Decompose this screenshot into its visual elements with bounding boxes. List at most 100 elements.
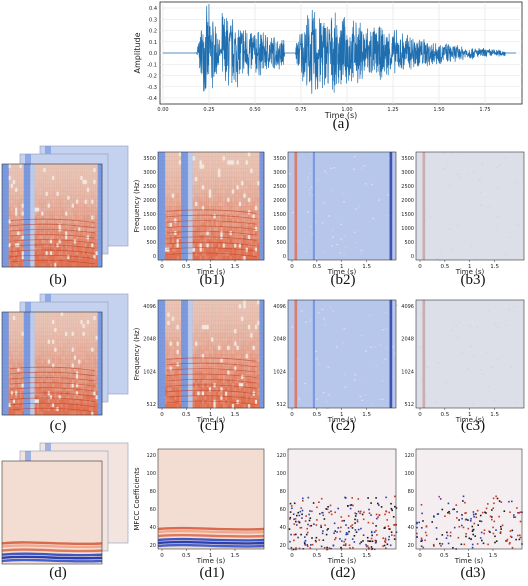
c1-cell — [208, 304, 212, 309]
stack-c-layer2-cell — [45, 383, 48, 388]
stack-c-layer2-cell — [36, 399, 40, 404]
b1-cell — [208, 210, 212, 215]
waveform-ytick: -0.4 — [147, 96, 157, 102]
stack-c-layer2-cell — [49, 399, 53, 404]
stack-b-layer2-cell — [41, 255, 44, 260]
stack-b-layer2-cell — [52, 231, 55, 236]
stack-b-layer2-cell — [47, 167, 51, 173]
c1-cell — [220, 341, 223, 346]
c1-cell — [224, 378, 228, 384]
stack-b-layer2-cell — [78, 211, 81, 216]
stack-b-layer2-cell — [58, 183, 61, 189]
c1-cell — [213, 341, 216, 346]
stack-c-layer2-cell — [99, 367, 103, 372]
b2-speckle — [330, 245, 333, 247]
b1-cell — [227, 222, 230, 228]
stack-c-layer2-cell — [2, 351, 5, 356]
stack-b-layer2-cell — [47, 171, 51, 177]
stack-c-layer2-cell — [30, 367, 33, 372]
stack-b-layer2-cell — [47, 263, 51, 268]
stack-c-layer2-cell — [97, 407, 101, 412]
b1-cell — [171, 181, 175, 186]
stack-c-layer2-cell — [34, 327, 38, 333]
c1-cell — [185, 329, 189, 334]
c1-cell — [250, 300, 253, 305]
c1-cell — [164, 324, 168, 330]
b1-cell — [162, 168, 166, 174]
stack-c-layer2-cell — [78, 323, 81, 329]
stack-c-layer2-cell — [28, 359, 31, 364]
stack-b-layer2-cell — [49, 239, 53, 244]
stack-b-layer2-cell — [6, 187, 9, 193]
stack-b-layer2-cell — [58, 215, 61, 220]
stack-c-layer2-cell — [58, 395, 61, 400]
stack-c-layer2-cell — [8, 355, 11, 360]
b1-cell — [164, 226, 168, 232]
b1-cell — [164, 152, 168, 157]
c1-cell — [252, 304, 256, 309]
stack-c-layer2-cell — [52, 359, 55, 364]
c1-cell — [208, 358, 212, 363]
b2-speckle — [331, 229, 334, 231]
b1-cell — [190, 206, 193, 211]
b1-cell — [190, 251, 193, 257]
b3-speckle — [479, 192, 482, 194]
stack-b-layer2-cell — [60, 164, 64, 169]
c1-cell — [178, 354, 182, 359]
stack-c-layer2-cell — [93, 367, 96, 372]
stack-b-layer2-cell — [67, 247, 70, 252]
stack-b-layer2-cell — [17, 227, 20, 232]
c1-cell — [206, 370, 209, 376]
stack-c-layer2-cell — [28, 407, 31, 412]
c1-image — [157, 299, 265, 409]
stack-b-layer2-cell — [38, 255, 42, 260]
c1-cell — [229, 395, 233, 400]
b1-cell — [167, 156, 170, 161]
stack-c-layer2-cell — [67, 331, 70, 337]
c1-cell — [162, 366, 166, 371]
b1-cell — [243, 214, 246, 219]
b1-cell — [259, 206, 262, 211]
stack-c-layer2-cell — [62, 351, 66, 356]
b1-cell — [206, 235, 209, 240]
stack-c-layer2-cell — [88, 411, 92, 416]
b1-cell — [215, 201, 219, 207]
stack-b-layer2-cell — [49, 199, 53, 204]
stack-b-layer2-cell — [17, 164, 20, 169]
c1-cell — [220, 354, 223, 359]
stack-c-layer2-cell — [91, 371, 94, 376]
c1-cell — [217, 337, 221, 342]
stack-c-layer2-cell — [58, 411, 61, 416]
c1-cell — [171, 358, 175, 363]
c1-cell — [206, 308, 209, 313]
b3-speckle — [496, 216, 499, 218]
stack-c-layer2-cell — [34, 315, 38, 321]
stack-c-layer2-cell — [34, 395, 38, 400]
stack-c-layer2-cell — [97, 319, 101, 325]
c1-cell — [252, 395, 256, 400]
stack-c-layer2-cell — [30, 312, 33, 317]
stack-b-layer2-cell — [38, 171, 42, 177]
b1-cell — [201, 243, 205, 248]
b1-cell — [252, 164, 256, 169]
stack-b-layer2-cell — [19, 211, 22, 216]
stack-c-layer2-cell — [28, 331, 31, 337]
c1-cell — [234, 391, 237, 396]
b2-speckle — [360, 249, 363, 252]
stack-b-layer2-cell — [25, 179, 29, 185]
c1-cell — [199, 354, 203, 359]
c1-cell — [227, 366, 230, 371]
b1-cell — [261, 193, 265, 198]
c1-cell — [208, 378, 212, 384]
b1-cell — [224, 201, 228, 207]
stack-b-layer2-cell — [58, 247, 61, 252]
stack-b-layer2-cell — [43, 203, 46, 208]
stack-b-layer2-cell — [54, 259, 57, 264]
stack-b-layer2-cell — [65, 195, 68, 200]
stack-c-layer2-cell — [95, 312, 98, 317]
stack-c-layer2-cell — [45, 403, 48, 408]
b1-cell — [224, 226, 228, 232]
b1-cell — [217, 243, 221, 248]
stack-c-layer2-cell — [41, 395, 44, 400]
c1-cell — [206, 362, 209, 367]
